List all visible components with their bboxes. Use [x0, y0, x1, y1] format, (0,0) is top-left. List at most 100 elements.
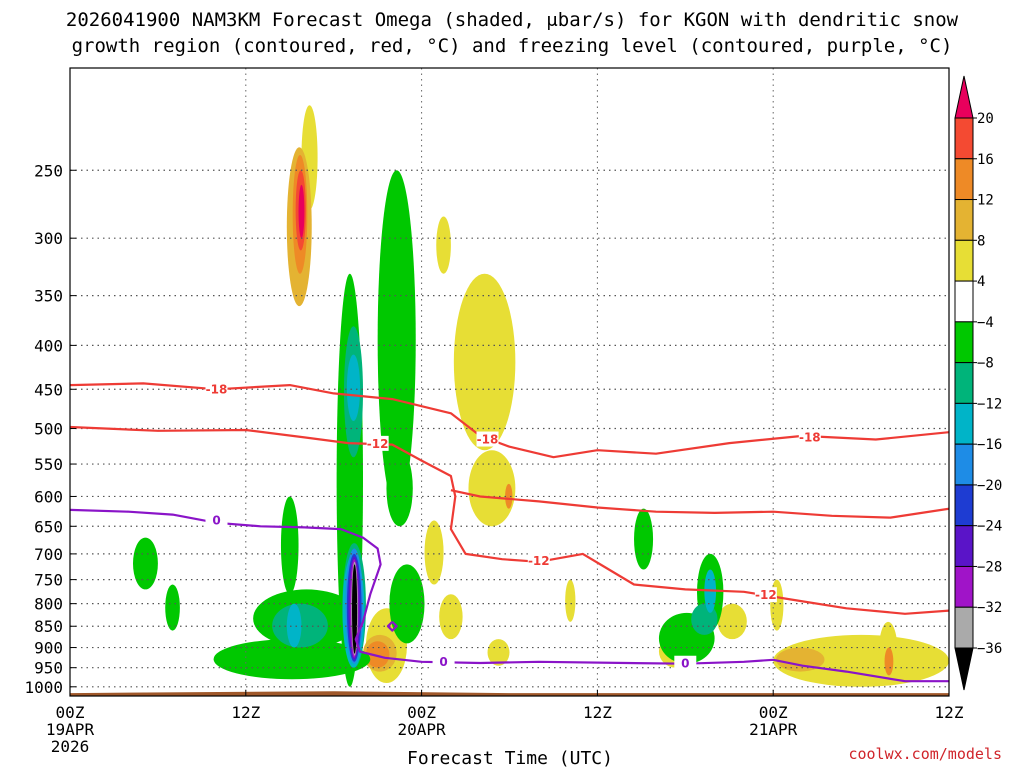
x-axis-title: Forecast Time (UTC) — [407, 748, 613, 768]
colorbar-label: −32 — [977, 600, 1002, 616]
y-tick-label: 700 — [34, 545, 63, 564]
chart-title-line1: 2026041900 NAM3KM Forecast Omega (shaded… — [66, 9, 959, 31]
colorbar-band — [954, 525, 974, 567]
x-tick-label: 12Z — [231, 703, 260, 722]
terrain — [70, 691, 949, 696]
chart-title-line2: growth region (contoured, red, °C) and f… — [72, 35, 953, 57]
x-tick-date: 20APR — [398, 720, 447, 739]
contour-line — [386, 621, 398, 632]
contour-label-bg — [527, 552, 550, 568]
contour-label-bg — [674, 655, 697, 671]
y-tick-label: 650 — [34, 517, 63, 536]
omega-region — [165, 584, 180, 631]
colorbar-band — [954, 402, 974, 445]
contour-label-bg — [205, 512, 228, 528]
contour-line — [70, 508, 949, 683]
colorbar-label: −20 — [977, 478, 1002, 494]
contour-label-bg — [366, 435, 389, 451]
x-tick-label: 00Z — [56, 703, 85, 722]
y-tick-label: 300 — [34, 229, 63, 248]
colorbar-label: 8 — [977, 233, 985, 249]
x-tick-label: 00Z — [407, 703, 436, 722]
temperature-contours: -18 -18 -18 -12 -12 -12 0 0 0 — [70, 381, 949, 683]
y-tick-label: 950 — [34, 659, 63, 678]
omega-region — [213, 639, 371, 680]
y-tick-label: 550 — [34, 455, 63, 474]
contour-label: 0 — [439, 655, 447, 669]
plot-area: -18 -18 -18 -12 -12 -12 0 0 0 — [70, 68, 949, 696]
omega-region — [773, 634, 949, 687]
y-tick-label: 800 — [34, 595, 63, 614]
contour-label: 0 — [212, 514, 220, 528]
omega-region — [386, 450, 413, 527]
omega-region — [280, 496, 299, 595]
colorbar-label: −28 — [977, 559, 1002, 575]
contour-label: -18 — [799, 430, 821, 444]
colorbar-label: −12 — [977, 396, 1002, 412]
omega-region — [884, 647, 894, 676]
y-tick-label: 250 — [34, 161, 63, 180]
omega-region — [439, 594, 463, 640]
credit-text: coolwx.com/models — [848, 745, 1002, 763]
y-tick-label: 500 — [34, 420, 63, 439]
contour-label: -12 — [755, 588, 777, 602]
x-tick-date: 21APR — [749, 720, 798, 739]
contour-label: -18 — [206, 382, 228, 396]
contour-label: 0 — [681, 657, 689, 671]
grid-lines — [70, 68, 949, 696]
omega-region — [776, 647, 825, 672]
colorbar-bottom-triangle — [954, 647, 974, 691]
omega-region — [468, 450, 516, 527]
omega-region — [346, 354, 361, 422]
contour-label-bg — [476, 431, 499, 447]
omega-region — [565, 579, 576, 622]
y-tick-label: 850 — [34, 617, 63, 636]
colorbar-band — [954, 565, 974, 608]
colorbar-label: −24 — [977, 519, 1002, 535]
colorbar: 20 16 12 8 4 −4 −8 −12 −16 −20 −24 −28 −32 −36 — [954, 75, 1002, 691]
colorbar-band — [954, 484, 974, 527]
colorbar-label: 20 — [977, 111, 994, 127]
omega-region — [377, 170, 416, 509]
plot-frame — [69, 67, 950, 697]
contour-label-bg — [754, 587, 777, 603]
colorbar-band — [954, 280, 974, 323]
y-tick-label: 350 — [34, 287, 63, 306]
colorbar-label: −8 — [977, 356, 994, 372]
colorbar-label: −16 — [977, 437, 1002, 453]
colorbar-band — [954, 117, 974, 160]
colorbar-band — [954, 239, 974, 282]
omega-region — [298, 184, 305, 239]
contour-label-bg — [205, 381, 228, 397]
colorbar-band — [954, 158, 974, 201]
omega-region — [453, 273, 516, 451]
contour-line — [450, 489, 949, 519]
colorbar-label: −4 — [977, 315, 994, 331]
x-tick-label: 12Z — [935, 703, 964, 722]
y-tick-label: 1000 — [24, 678, 63, 697]
colorbar-band — [954, 199, 974, 241]
y-tick-label: 600 — [34, 487, 63, 506]
omega-region — [717, 603, 747, 640]
omega-region — [352, 564, 358, 654]
omega-region — [505, 483, 513, 509]
omega-region — [132, 537, 158, 590]
contour-label: -12 — [367, 437, 389, 451]
contour-label: -18 — [477, 433, 499, 447]
contour-label-bg — [432, 653, 455, 669]
terrain-fill — [70, 691, 949, 696]
y-tick-label: 400 — [34, 336, 63, 355]
contour-label: -12 — [528, 554, 550, 568]
colorbar-label: 4 — [977, 274, 985, 290]
omega-region — [487, 639, 510, 666]
omega-shading — [132, 105, 949, 687]
colorbar-label: −36 — [977, 641, 1002, 657]
colorbar-band — [954, 321, 974, 364]
y-tick-label: 900 — [34, 639, 63, 658]
y-tick-label: 450 — [34, 380, 63, 399]
contour-label-bg — [798, 429, 821, 445]
omega-region — [424, 520, 444, 585]
colorbar-top-triangle — [954, 75, 974, 119]
